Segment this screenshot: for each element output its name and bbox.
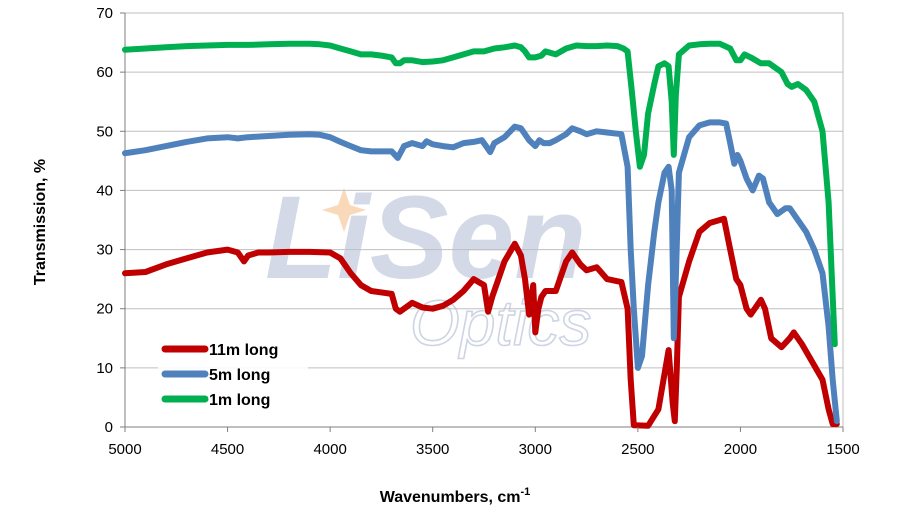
series-layer [122,40,840,429]
x-axis-title-superscript: -1 [521,486,531,498]
y-tick-label-70: 70 [96,5,113,22]
x-tick-label-3000: 3000 [519,441,552,458]
x-tick-label-2500: 2500 [621,441,654,458]
x-tick-label-2000: 2000 [724,441,757,458]
y-tick-label-10: 10 [96,360,113,377]
y-tick-label-60: 60 [96,64,113,81]
legend: 11m long 5m long 1m long [158,335,308,415]
tick-labels: 0 10 20 30 40 50 60 70 5000 4500 4000 3500 3000 2500 2… [96,5,859,458]
y-tick-label-20: 20 [96,301,113,318]
watermark-star-icon [322,188,366,232]
x-axis-title: Wavenumbers, cm-1 [380,486,531,506]
legend-label-11m-long: 11m long [209,342,278,359]
x-tick-label-3500: 3500 [416,441,449,458]
x-tick-label-4000: 4000 [313,441,346,458]
x-tick-label-1500: 1500 [826,441,859,458]
series-line-5m-long [122,119,840,425]
watermark-sub-text: Optics [410,287,591,359]
x-tick-label-4500: 4500 [211,441,244,458]
y-tick-label-0: 0 [105,419,113,436]
legend-label-1m-long: 1m long [209,392,270,409]
y-tick-label-50: 50 [96,123,113,140]
y-tick-label-40: 40 [96,182,113,199]
plot-frame [124,12,844,428]
x-tick-label-5000: 5000 [108,441,141,458]
lisen-optics-watermark: LiSen Optics [265,172,592,360]
y-axis-title: Transmission, % [32,159,49,285]
series-line-11m-long [122,215,840,429]
series-line-1m-long [122,40,838,348]
y-tick-label-30: 30 [96,242,113,259]
x-axis-title-main: Wavenumbers, cm [380,489,521,506]
watermark-logo-text: LiSen [265,172,586,304]
legend-label-5m-long: 5m long [209,367,270,384]
